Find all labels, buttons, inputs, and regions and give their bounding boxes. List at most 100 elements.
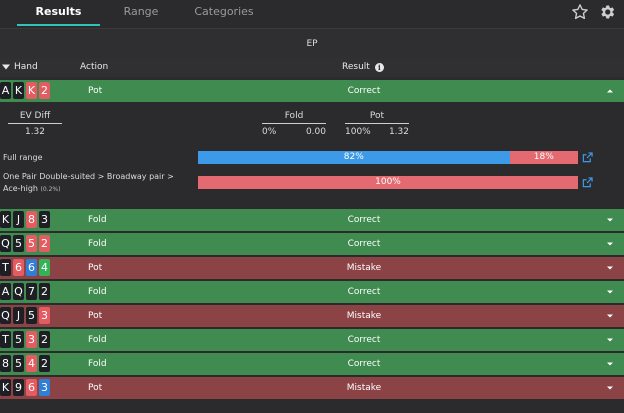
card: 3	[39, 379, 50, 396]
chevron-down-icon[interactable]	[606, 288, 614, 296]
hand-row[interactable]: Q J 5 3 Pot Mistake	[0, 305, 624, 327]
card: K	[0, 379, 11, 396]
card: 9	[13, 379, 24, 396]
divider	[345, 123, 409, 124]
external-link-icon[interactable]	[582, 177, 593, 188]
chevron-down-icon[interactable]	[606, 216, 614, 224]
row-action: Pot	[88, 86, 103, 96]
chevron-up-icon[interactable]	[606, 87, 614, 95]
card: K	[13, 82, 24, 99]
ev-diff-value: 1.32	[24, 127, 46, 137]
ev-diff-metric: EV Diff 1.32	[8, 111, 62, 137]
pot-label: Pot	[369, 111, 385, 121]
row-action: Fold	[88, 359, 107, 369]
card: 2	[39, 355, 50, 372]
category-name: One Pair Double-suited > Broadway pair >…	[3, 172, 174, 193]
card: Q	[13, 283, 24, 300]
hand-row[interactable]: T 5 3 2 Fold Correct	[0, 329, 624, 351]
settings-button[interactable]	[597, 2, 617, 22]
result-header-label: Result	[342, 62, 370, 72]
hand-row[interactable]: A Q 7 2 Fold Correct	[0, 281, 624, 303]
row-result: Mistake	[346, 311, 382, 321]
card: 3	[26, 331, 37, 348]
category-fold-segment: 100%	[198, 176, 578, 189]
category-bar: 100%	[198, 176, 578, 189]
card: A	[0, 82, 11, 99]
card: 2	[39, 82, 50, 99]
pot-frequency: 100%	[345, 127, 371, 137]
row-result: Mistake	[346, 383, 382, 393]
hand-row[interactable]: K 9 6 3 Pot Mistake	[0, 377, 624, 399]
hand-detail-panel: EV Diff 1.32 Fold 0% 0.00 Pot 100% 1.32 …	[0, 103, 624, 207]
card: T	[0, 331, 11, 348]
card: 5	[26, 307, 37, 324]
full-range-fold-segment: 18%	[509, 151, 578, 164]
hand-column-header[interactable]: Hand	[2, 62, 38, 72]
chevron-down-icon[interactable]	[606, 312, 614, 320]
position-label: EP	[306, 39, 318, 49]
hand-row[interactable]: 8 5 4 2 Fold Correct	[0, 353, 624, 375]
fold-frequency: 0%	[262, 127, 277, 137]
ev-diff-label: EV Diff	[19, 111, 51, 121]
info-icon[interactable]: i	[374, 62, 384, 72]
row-action: Pot	[88, 263, 103, 273]
full-range-pot-segment: 82%	[198, 151, 510, 164]
action-column-header: Action	[80, 62, 109, 72]
row-action: Fold	[88, 287, 107, 297]
card: 2	[39, 283, 50, 300]
tab-categories[interactable]: Categories	[194, 5, 254, 18]
row-result: Correct	[347, 359, 381, 369]
card: K	[0, 211, 11, 228]
chevron-down-icon[interactable]	[606, 360, 614, 368]
row-action: Pot	[88, 311, 103, 321]
row-result: Mistake	[346, 263, 382, 273]
card: 6	[26, 259, 37, 276]
row-action: Fold	[88, 215, 107, 225]
hand-header-label: Hand	[14, 62, 38, 72]
card: 2	[39, 331, 50, 348]
category-share: (0.2%)	[40, 186, 61, 193]
row-result: Correct	[347, 287, 381, 297]
full-range-bar: 82% 18%	[198, 151, 578, 164]
card: 3	[39, 211, 50, 228]
card: 8	[0, 355, 11, 372]
position-bar: EP	[0, 28, 624, 58]
divider	[262, 123, 326, 124]
row-action: Fold	[88, 335, 107, 345]
card: K	[26, 82, 37, 99]
hand-row[interactable]: Q 5 5 2 Fold Correct	[0, 233, 624, 255]
hand-row[interactable]: K J 8 3 Fold Correct	[0, 209, 624, 231]
row-result: Correct	[347, 335, 381, 345]
card: 3	[39, 307, 50, 324]
favorite-button[interactable]	[570, 2, 590, 22]
tab-results[interactable]: Results	[17, 0, 100, 26]
card: 5	[26, 235, 37, 252]
category-label: One Pair Double-suited > Broadway pair >…	[3, 171, 193, 196]
fold-ev: 0.00	[305, 127, 326, 137]
card: Q	[0, 235, 11, 252]
hand-row[interactable]: T 6 6 4 Pot Mistake	[0, 257, 624, 279]
card: 5	[13, 355, 24, 372]
card: 4	[39, 259, 50, 276]
card: 6	[26, 379, 37, 396]
tab-range[interactable]: Range	[123, 5, 159, 18]
row-action: Fold	[88, 239, 107, 249]
external-link-icon[interactable]	[582, 152, 593, 163]
card: J	[13, 211, 24, 228]
card: T	[0, 259, 11, 276]
chevron-down-icon[interactable]	[606, 240, 614, 248]
hand-row-expanded[interactable]: A K K 2 Pot Correct	[0, 80, 624, 102]
chevron-down-icon[interactable]	[606, 264, 614, 272]
chevron-down-icon[interactable]	[606, 384, 614, 392]
chevron-down-icon[interactable]	[606, 336, 614, 344]
card: 2	[39, 235, 50, 252]
card: J	[13, 307, 24, 324]
row-result: Correct	[347, 239, 381, 249]
divider	[8, 123, 62, 124]
